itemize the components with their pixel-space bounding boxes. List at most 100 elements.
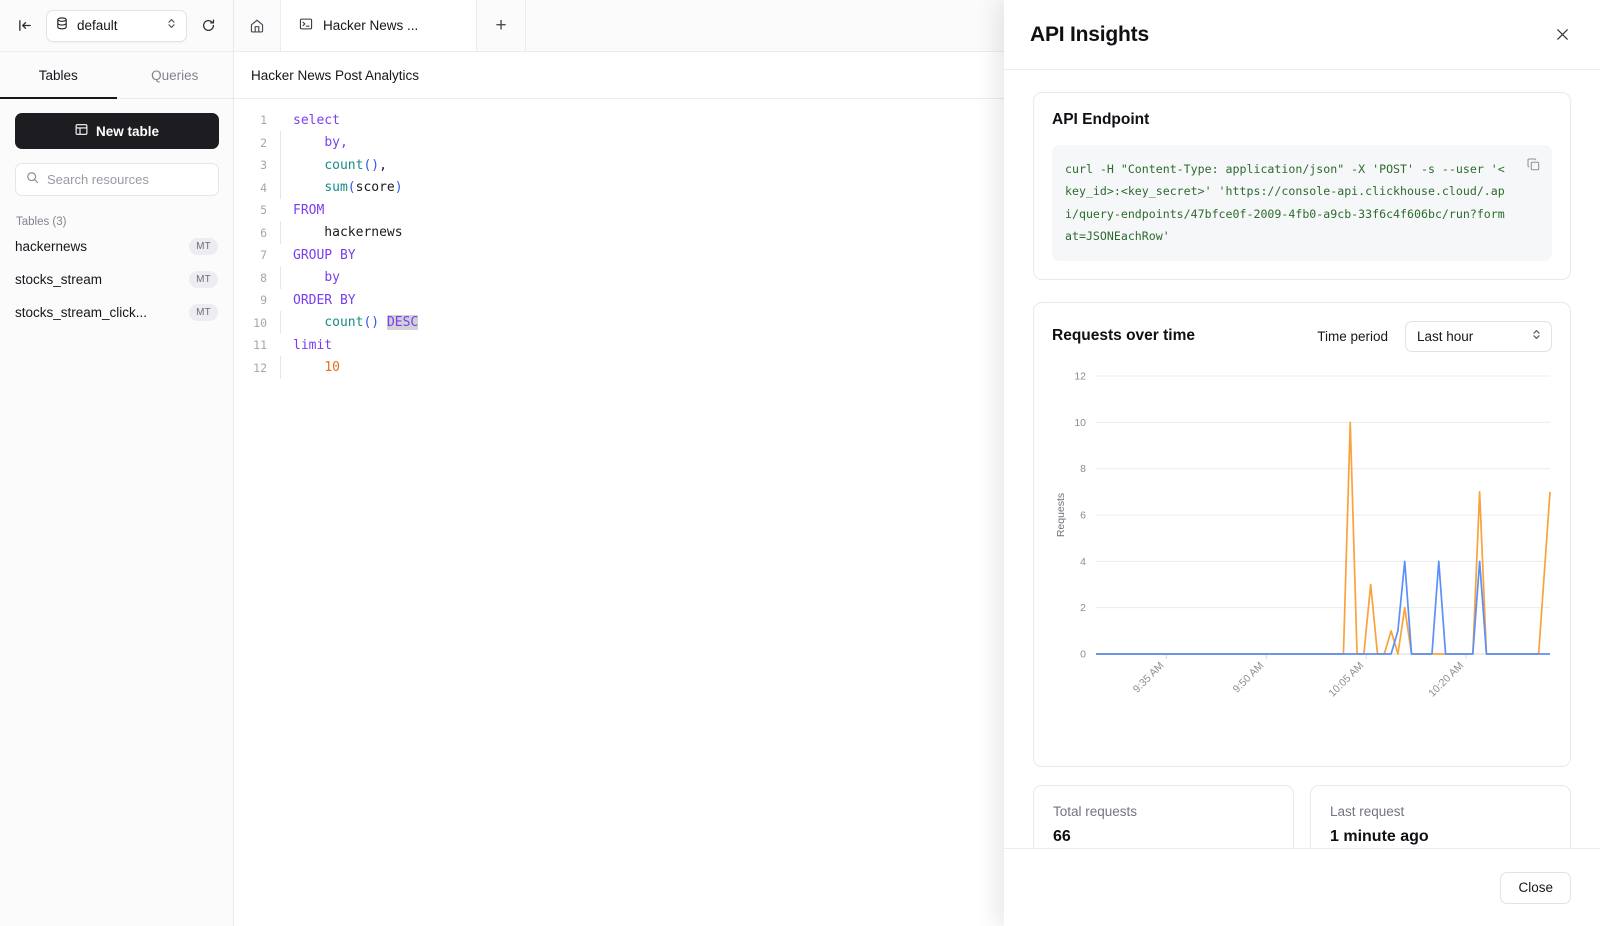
- new-tab-button[interactable]: +: [477, 0, 526, 51]
- code-text: hackernews: [280, 221, 403, 245]
- line-number: 6: [260, 225, 267, 240]
- y-axis-tick: 0: [1080, 648, 1086, 660]
- code-text: count(),: [280, 153, 387, 177]
- curl-command-block[interactable]: curl -H "Content-Type: application/json"…: [1052, 145, 1552, 261]
- last-request-card: Last request 1 minute ago: [1310, 784, 1571, 848]
- sidebar-content: New table Tables (3) hackernews MT stock…: [0, 99, 233, 327]
- requests-card-header: Requests over time Time period Last hour: [1052, 320, 1552, 352]
- query-title: Hacker News Post Analytics: [251, 67, 420, 83]
- last-request-label: Last request: [1330, 803, 1405, 819]
- sidebar-tabs: Tables Queries: [0, 52, 233, 99]
- table-badge: MT: [189, 270, 218, 288]
- editor-tab-label: Hacker News ...: [323, 18, 419, 33]
- code-text: by,: [280, 131, 348, 155]
- y-axis-tick: 8: [1080, 463, 1086, 475]
- home-icon[interactable]: [234, 0, 281, 51]
- sql-code-editor[interactable]: 1 select 2 by, 3 count(), 4 sum(score) 5 FROM 6…: [234, 99, 1600, 380]
- code-line: 10 count() DESC: [234, 311, 1600, 335]
- code-text: count() DESC: [280, 311, 419, 335]
- close-button[interactable]: Close: [1500, 871, 1571, 904]
- table-list-item-hackernews[interactable]: hackernews MT: [15, 231, 218, 261]
- code-line: 5 FROM: [234, 199, 1600, 222]
- code-line: 1 select: [234, 109, 1600, 132]
- line-number: 11: [253, 338, 267, 353]
- line-number: 4: [260, 180, 267, 195]
- y-axis-tick: 2: [1080, 602, 1086, 614]
- requests-card-title: Requests over time: [1052, 327, 1195, 345]
- sidebar-tab-tables[interactable]: Tables: [0, 52, 117, 99]
- code-line: 9 ORDER BY: [234, 289, 1600, 312]
- database-selector[interactable]: default: [46, 9, 187, 42]
- refresh-icon[interactable]: [197, 15, 219, 37]
- line-number: 9: [260, 293, 267, 308]
- y-axis-tick: 10: [1074, 416, 1086, 428]
- total-requests-value: 66: [1053, 827, 1071, 845]
- time-period-value: Last hour: [1417, 328, 1474, 344]
- drawer-footer: Close: [1004, 848, 1600, 926]
- code-line: 11 limit: [234, 334, 1600, 357]
- new-table-button[interactable]: New table: [15, 113, 219, 149]
- total-requests-label: Total requests: [1053, 803, 1138, 819]
- table-list-item-stocks-stream[interactable]: stocks_stream MT: [15, 264, 218, 294]
- time-period-label: Time period: [1317, 328, 1388, 344]
- drawer-header: API Insights: [1004, 0, 1600, 70]
- code-text: limit: [293, 337, 333, 353]
- chevron-updown-icon: [1531, 328, 1542, 344]
- database-icon: [56, 16, 68, 35]
- code-text: select: [293, 112, 340, 128]
- line-number: 5: [260, 203, 267, 218]
- y-axis-label: Requests: [1055, 492, 1067, 536]
- table-name: hackernews: [15, 238, 88, 254]
- line-number: 12: [253, 360, 267, 375]
- x-axis-tick-label: 10:20 AM: [1426, 659, 1466, 699]
- drawer-title: API Insights: [1030, 22, 1149, 46]
- table-badge: MT: [189, 303, 218, 321]
- close-icon[interactable]: [1550, 23, 1574, 47]
- code-line: 3 count(),: [234, 153, 1600, 177]
- table-icon: [75, 123, 88, 139]
- drawer-body: API Endpoint curl -H "Content-Type: appl…: [1004, 70, 1600, 848]
- tables-section-heading: Tables (3): [16, 216, 67, 228]
- table-list-item-stocks-stream-click[interactable]: stocks_stream_click... MT: [15, 297, 218, 327]
- sidebar-tab-queries[interactable]: Queries: [151, 67, 199, 83]
- requests-line-chart: 0 2 4 6 8 10 12 Requests 9:35 AM 9:50 AM 10:05 AM 1…: [1052, 360, 1552, 752]
- search-icon: [26, 171, 39, 189]
- collapse-left-icon[interactable]: [14, 15, 36, 37]
- search-input[interactable]: [47, 172, 208, 187]
- editor-tab-hacker-news[interactable]: Hacker News ...: [281, 0, 477, 51]
- y-axis-tick: 12: [1074, 370, 1086, 382]
- sidebar: default Tables Queries: [0, 0, 234, 926]
- line-number: 10: [253, 315, 267, 330]
- requests-over-time-card: Requests over time Time period Last hour: [1033, 301, 1571, 767]
- requests-chart-svg: 0 2 4 6 8 10 12 Requests 9:35 AM 9:50 AM 10:05 AM 1…: [1055, 370, 1551, 699]
- chart-series-series2: [1096, 560, 1550, 655]
- code-line: 12 10: [234, 356, 1600, 380]
- table-name: stocks_stream_click...: [15, 304, 148, 320]
- chevron-updown-icon: [166, 17, 177, 35]
- table-name: stocks_stream: [15, 271, 103, 287]
- code-text: sum(score): [280, 176, 403, 200]
- x-axis-tick-label: 9:50 AM: [1231, 659, 1267, 695]
- code-text: 10: [280, 356, 340, 380]
- code-text: ORDER BY: [293, 292, 356, 308]
- curl-command-text: curl -H "Content-Type: application/json"…: [1065, 162, 1505, 244]
- code-line: 7 GROUP BY: [234, 244, 1600, 267]
- y-axis-tick: 6: [1080, 509, 1086, 521]
- terminal-icon: [299, 17, 313, 34]
- code-text: GROUP BY: [293, 247, 356, 263]
- api-endpoint-heading: API Endpoint: [1052, 111, 1150, 128]
- api-endpoint-card: API Endpoint curl -H "Content-Type: appl…: [1033, 92, 1571, 280]
- new-table-label: New table: [95, 123, 160, 139]
- code-text: by: [280, 266, 340, 290]
- line-number: 1: [260, 113, 267, 128]
- line-number: 8: [260, 270, 267, 285]
- time-period-select[interactable]: Last hour: [1405, 320, 1552, 352]
- code-text: FROM: [293, 202, 325, 218]
- search-resources-box[interactable]: [15, 163, 219, 196]
- code-line: 2 by,: [234, 131, 1600, 155]
- line-number: 3: [260, 158, 267, 173]
- x-axis-tick-label: 9:35 AM: [1131, 659, 1167, 695]
- y-axis-tick: 4: [1080, 555, 1086, 567]
- copy-icon[interactable]: [1527, 156, 1540, 178]
- chart-series-series1: [1096, 421, 1551, 655]
